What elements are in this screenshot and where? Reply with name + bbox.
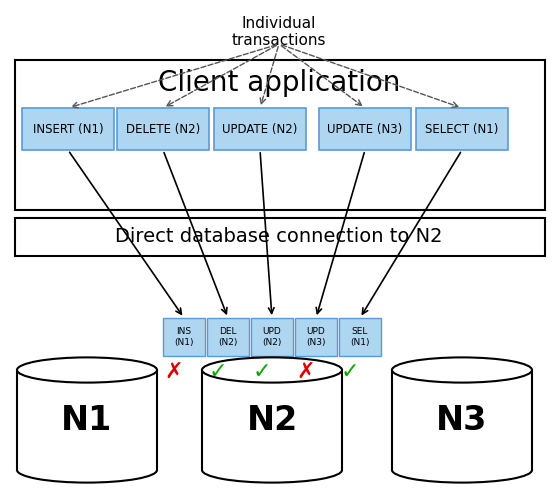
Text: N3: N3: [437, 403, 487, 436]
Ellipse shape: [392, 357, 532, 383]
Text: UPD
(N2): UPD (N2): [262, 327, 282, 347]
Text: Individual
transactions: Individual transactions: [232, 16, 326, 48]
Bar: [295, 318, 337, 356]
Bar: [392, 370, 532, 470]
Text: DEL
(N2): DEL (N2): [219, 327, 238, 347]
Text: Client application: Client application: [158, 69, 400, 97]
Text: N2: N2: [247, 403, 297, 436]
Bar: [207, 318, 249, 356]
Bar: [339, 318, 381, 356]
Bar: [117, 108, 209, 150]
Bar: [416, 108, 508, 150]
Ellipse shape: [202, 357, 342, 383]
Text: ✓: ✓: [209, 362, 228, 382]
Text: ✗: ✗: [297, 362, 315, 382]
Text: INS
(N1): INS (N1): [174, 327, 194, 347]
Text: INSERT (N1): INSERT (N1): [32, 122, 103, 136]
Bar: [251, 318, 293, 356]
Bar: [202, 370, 342, 470]
Bar: [15, 218, 545, 256]
Ellipse shape: [17, 458, 157, 483]
Ellipse shape: [17, 357, 157, 383]
Bar: [214, 108, 306, 150]
Text: ✓: ✓: [340, 362, 359, 382]
Bar: [163, 318, 205, 356]
Ellipse shape: [392, 458, 532, 483]
Bar: [319, 108, 411, 150]
Text: ✗: ✗: [165, 362, 183, 382]
Bar: [15, 60, 545, 210]
Ellipse shape: [202, 458, 342, 483]
Text: SELECT (N1): SELECT (N1): [425, 122, 499, 136]
Text: UPDATE (N3): UPDATE (N3): [328, 122, 402, 136]
Text: N1: N1: [61, 403, 112, 436]
Text: UPDATE (N2): UPDATE (N2): [222, 122, 298, 136]
Text: ✓: ✓: [253, 362, 271, 382]
Text: SEL
(N1): SEL (N1): [350, 327, 369, 347]
Text: DELETE (N2): DELETE (N2): [126, 122, 200, 136]
Bar: [17, 370, 157, 470]
Text: Direct database connection to N2: Direct database connection to N2: [115, 227, 443, 246]
Bar: [22, 108, 114, 150]
Text: UPD
(N3): UPD (N3): [306, 327, 326, 347]
